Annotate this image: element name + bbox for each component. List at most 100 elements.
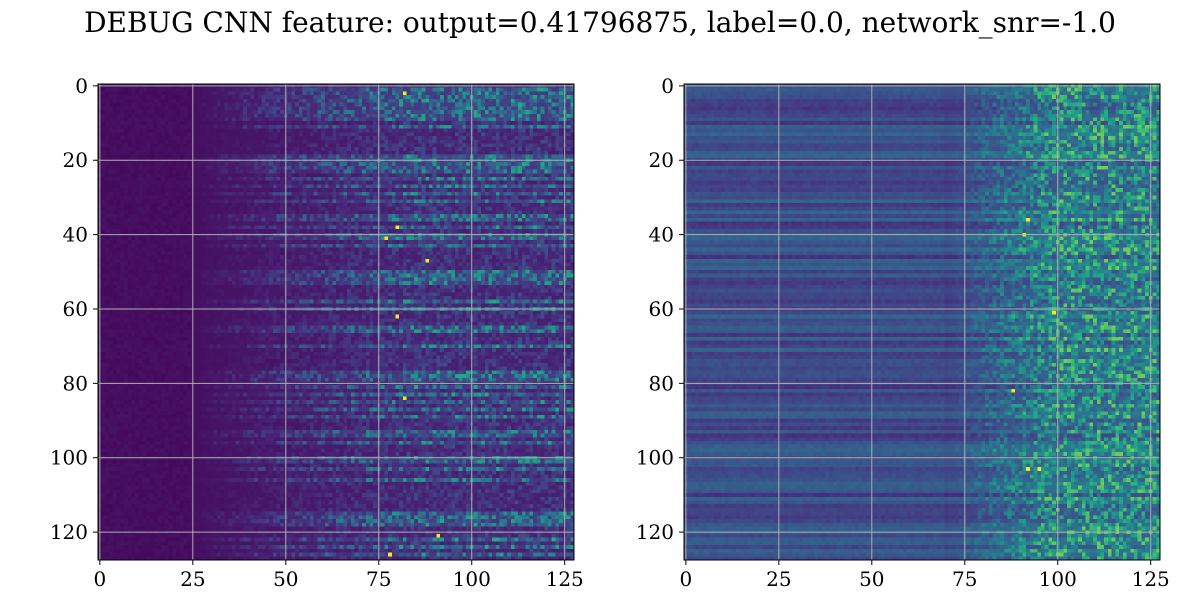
heatmap-cell	[184, 117, 188, 121]
heatmap-cell	[381, 129, 385, 133]
heatmap-cell	[451, 110, 455, 114]
heatmap-cell	[265, 106, 269, 110]
heatmap-cell	[303, 140, 307, 144]
heatmap-cell	[262, 140, 266, 144]
heatmap-cell	[310, 140, 314, 144]
heatmap-cell	[377, 132, 381, 136]
heatmap-cell	[433, 114, 437, 118]
heatmap-cell	[131, 103, 135, 107]
heatmap-cell	[474, 95, 478, 99]
heatmap-cell	[436, 114, 440, 118]
heatmap-cell	[239, 147, 243, 151]
heatmap-cell	[228, 91, 232, 95]
heatmap-cell	[433, 106, 437, 110]
heatmap-cell	[555, 140, 559, 144]
heatmap-cell	[392, 99, 396, 103]
heatmap-cell	[288, 129, 292, 133]
heatmap-cell	[448, 95, 452, 99]
heatmap-cell	[236, 91, 240, 95]
heatmap-cell	[113, 125, 117, 129]
heatmap-cell	[329, 91, 333, 95]
heatmap-cell	[291, 103, 295, 107]
heatmap-cell	[310, 129, 314, 133]
heatmap-cell	[165, 95, 169, 99]
heatmap-cell	[180, 125, 184, 129]
heatmap-cell	[273, 147, 277, 151]
heatmap-cell	[195, 99, 199, 103]
heatmap-cell	[165, 121, 169, 125]
heatmap-cell	[474, 91, 478, 95]
heatmap-cell	[239, 140, 243, 144]
heatmap-cell	[317, 91, 321, 95]
heatmap-cell	[425, 103, 429, 107]
heatmap-cell	[570, 99, 574, 103]
heatmap-cell	[265, 125, 269, 129]
heatmap-cell	[481, 144, 485, 148]
heatmap-cell	[161, 91, 165, 95]
heatmap-cell	[191, 88, 195, 92]
heatmap-cell	[128, 88, 132, 92]
heatmap-cell	[418, 88, 422, 92]
heatmap-cell	[213, 136, 217, 140]
heatmap-cell	[139, 129, 143, 133]
heatmap-cell	[366, 88, 370, 92]
heatmap-cell	[410, 140, 414, 144]
heatmap-cell	[559, 132, 563, 136]
heatmap-cell	[403, 125, 407, 129]
heatmap-cell	[284, 140, 288, 144]
heatmap-cell	[343, 144, 347, 148]
heatmap-cell	[362, 129, 366, 133]
heatmap-cell	[269, 136, 273, 140]
heatmap-cell	[195, 117, 199, 121]
heatmap-cell	[518, 129, 522, 133]
heatmap-cell	[165, 129, 169, 133]
heatmap-cell	[321, 125, 325, 129]
heatmap-cell	[474, 121, 478, 125]
heatmap-cell	[466, 121, 470, 125]
heatmap-cell	[507, 110, 511, 114]
heatmap-cell	[462, 132, 466, 136]
heatmap-cell	[321, 91, 325, 95]
heatmap-cell	[563, 110, 567, 114]
heatmap-cell	[399, 103, 403, 107]
heatmap-cell	[347, 129, 351, 133]
heatmap-cell	[563, 91, 567, 95]
heatmap-cell	[180, 121, 184, 125]
heatmap-cell	[258, 140, 262, 144]
heatmap-cell	[373, 129, 377, 133]
heatmap-cell	[288, 114, 292, 118]
heatmap-cell	[366, 140, 370, 144]
heatmap-cell	[254, 99, 258, 103]
heatmap-cell	[236, 117, 240, 121]
heatmap-cell	[277, 99, 281, 103]
heatmap-cell	[250, 110, 254, 114]
heatmap-cell	[377, 121, 381, 125]
heatmap-cell	[332, 125, 336, 129]
heatmap-cell	[351, 114, 355, 118]
heatmap-cell	[459, 136, 463, 140]
heatmap-cell	[250, 84, 254, 88]
heatmap-cell	[500, 121, 504, 125]
heatmap-cell	[131, 125, 135, 129]
heatmap-cell	[366, 147, 370, 151]
heatmap-cell	[455, 125, 459, 129]
heatmap-cell	[399, 88, 403, 92]
heatmap-cell	[459, 132, 463, 136]
heatmap-cell	[202, 121, 206, 125]
heatmap-cell	[273, 95, 277, 99]
heatmap-cell	[533, 99, 537, 103]
heatmap-cell	[515, 129, 519, 133]
heatmap-cell	[477, 144, 481, 148]
heatmap-cell	[429, 95, 433, 99]
heatmap-cell	[436, 144, 440, 148]
heatmap-cell	[135, 147, 139, 151]
heatmap-cell	[362, 117, 366, 121]
heatmap-cell	[418, 117, 422, 121]
heatmap-cell	[314, 121, 318, 125]
heatmap-cell	[169, 117, 173, 121]
heatmap-cell	[165, 125, 169, 129]
heatmap-cell	[358, 117, 362, 121]
heatmap-cell	[429, 91, 433, 95]
heatmap-cell	[239, 117, 243, 121]
heatmap-cell	[317, 106, 321, 110]
